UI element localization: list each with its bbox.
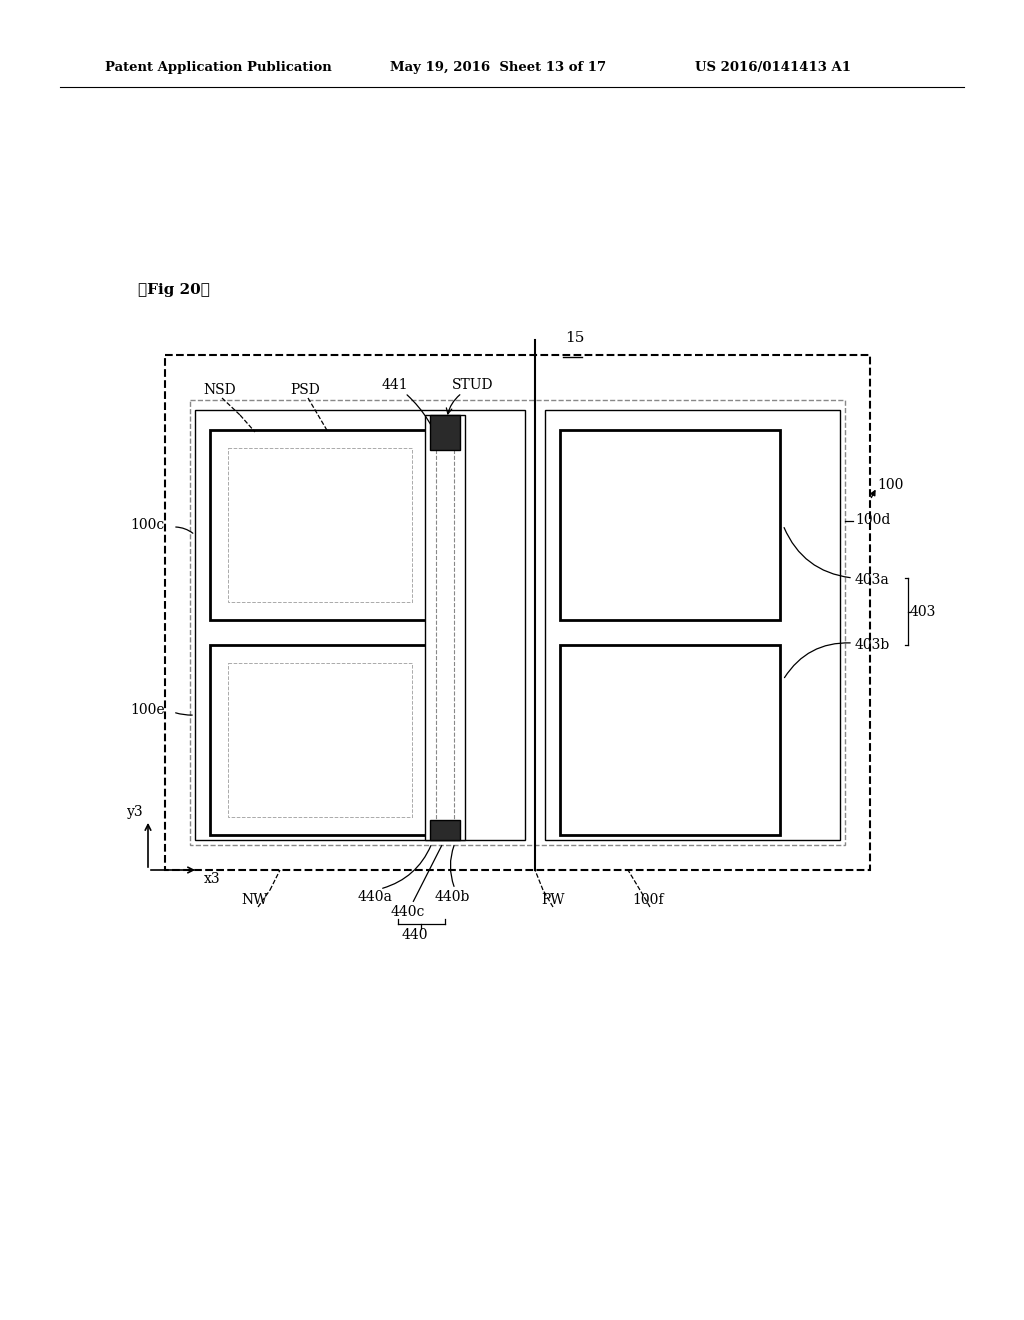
Bar (425, 414, 465, 840)
Bar (228, 447, 412, 602)
Text: 15: 15 (565, 331, 585, 345)
Text: 100d: 100d (855, 513, 891, 527)
Bar (210, 430, 430, 620)
Text: Patent Application Publication: Patent Application Publication (105, 61, 332, 74)
Bar (545, 411, 840, 840)
Text: 403b: 403b (855, 638, 890, 652)
Text: 100f: 100f (632, 894, 664, 907)
Text: y3: y3 (127, 805, 144, 818)
Text: x3: x3 (204, 873, 220, 886)
Text: 403: 403 (910, 605, 936, 619)
Text: PW: PW (542, 894, 565, 907)
Text: 403a: 403a (855, 573, 890, 587)
Text: 100e: 100e (130, 704, 165, 717)
Text: 440b: 440b (434, 890, 470, 904)
Bar (560, 645, 780, 836)
Text: 440a: 440a (357, 890, 392, 904)
Bar (190, 400, 845, 845)
Bar (430, 820, 460, 840)
Text: STUD: STUD (452, 378, 494, 392)
Bar (195, 411, 525, 840)
Text: 【Fig 20】: 【Fig 20】 (138, 282, 210, 297)
Bar (165, 355, 870, 870)
Text: 440c: 440c (391, 906, 425, 919)
Bar (430, 414, 460, 450)
Text: 441: 441 (382, 378, 409, 392)
Bar (560, 430, 780, 620)
Text: May 19, 2016  Sheet 13 of 17: May 19, 2016 Sheet 13 of 17 (390, 61, 606, 74)
Bar (210, 645, 430, 836)
Text: 100c: 100c (130, 517, 164, 532)
Bar (228, 663, 412, 817)
Text: NW: NW (242, 894, 268, 907)
Text: PSD: PSD (290, 383, 319, 397)
Text: 440: 440 (401, 928, 428, 942)
Text: NSD: NSD (204, 383, 237, 397)
Text: US 2016/0141413 A1: US 2016/0141413 A1 (695, 61, 851, 74)
Text: 100: 100 (877, 478, 903, 492)
